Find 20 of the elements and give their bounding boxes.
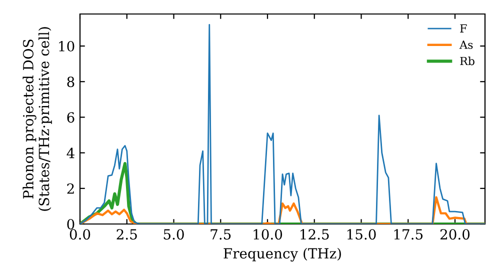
- legend-label: F: [460, 24, 467, 32]
- x-axis-title: Frequency (THz): [224, 248, 341, 262]
- x-tick-label: 0.0: [70, 229, 90, 240]
- x-tick-label: 20.0: [440, 229, 470, 240]
- x-tick-label: 7.5: [210, 229, 231, 240]
- legend-label: As: [459, 40, 473, 49]
- y-tick-label: 0: [67, 218, 74, 230]
- x-tick-label: 2.5: [116, 229, 137, 240]
- legend-label: Rb: [460, 56, 474, 66]
- y-tick-label: 10: [59, 41, 74, 52]
- x-tick-label: 5.0: [164, 229, 184, 240]
- y-axis-title: Phonon projected DOS (States/THz·primitive cell): [22, 27, 52, 211]
- x-tick-label: 17.5: [394, 229, 423, 240]
- y-tick-label: 4: [66, 148, 74, 158]
- y-tick-label: 8: [67, 76, 74, 88]
- y-tick-label: 2: [67, 183, 74, 194]
- y-tick-label: 6: [67, 112, 74, 123]
- x-tick-label: 12.5: [300, 229, 329, 240]
- x-tick-label: 15.0: [347, 229, 376, 240]
- x-tick-label: 10.0: [254, 229, 282, 240]
